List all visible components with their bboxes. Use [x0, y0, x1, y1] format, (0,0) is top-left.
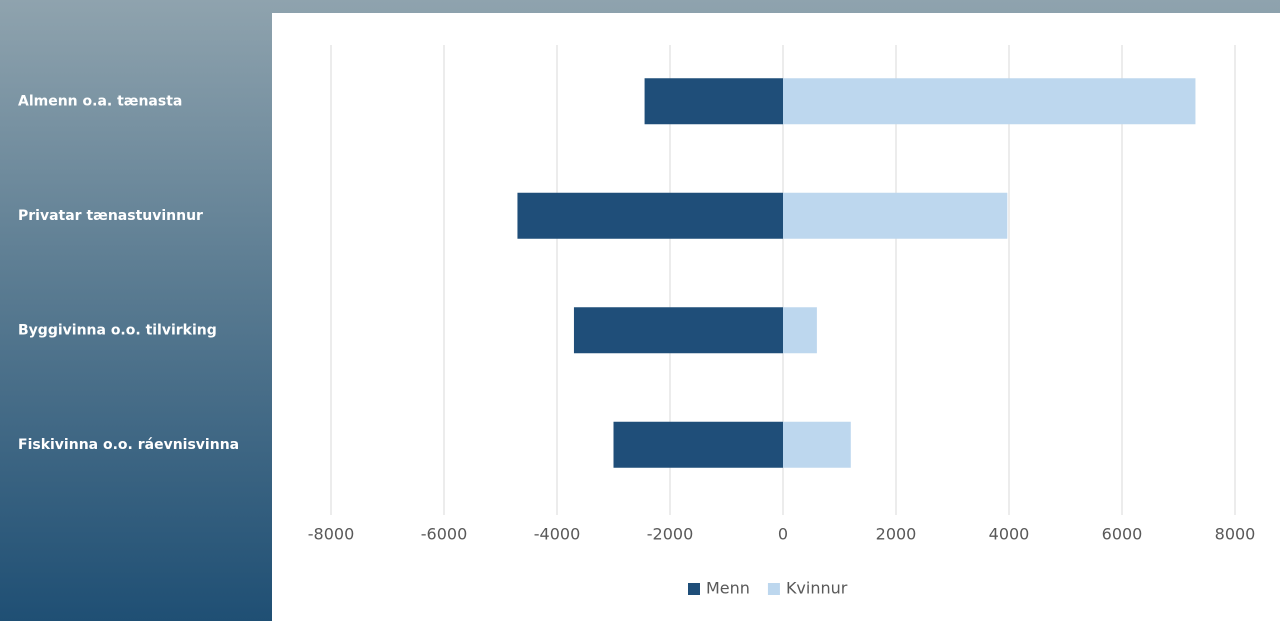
- category-label: Fiskivinna o.o. ráevnisvinna: [18, 437, 239, 453]
- x-tick-label: -6000: [421, 525, 468, 544]
- x-tick-label: -8000: [308, 525, 355, 544]
- bar: [783, 78, 1196, 125]
- x-tick-label: -4000: [534, 525, 581, 544]
- legend-label: Kvinnur: [786, 579, 848, 598]
- x-tick-label: -2000: [647, 525, 694, 544]
- bar: [573, 307, 783, 354]
- bar: [783, 192, 1008, 239]
- legend-label: Menn: [706, 579, 750, 598]
- bar: [783, 307, 817, 354]
- x-tick-label: 2000: [876, 525, 917, 544]
- x-tick-label: 6000: [1102, 525, 1143, 544]
- category-label: Almenn o.a. tænasta: [18, 93, 182, 109]
- category-label: Privatar tænastuvinnur: [18, 208, 203, 224]
- bar: [644, 78, 783, 125]
- bar: [613, 421, 783, 468]
- x-tick-label: 4000: [989, 525, 1030, 544]
- bar: [783, 421, 851, 468]
- bar: [517, 192, 783, 239]
- x-tick-label: 0: [778, 525, 788, 544]
- x-tick-label: 8000: [1215, 525, 1256, 544]
- legend-swatch: [767, 583, 780, 595]
- legend-swatch: [688, 583, 700, 595]
- category-label: Byggivinna o.o. tilvirking: [18, 322, 217, 338]
